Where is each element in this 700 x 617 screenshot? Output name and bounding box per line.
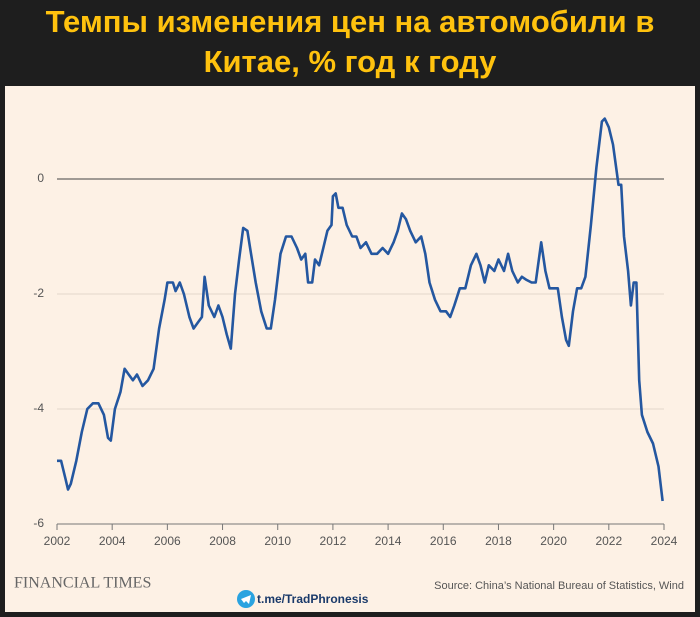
chart-title: Темпы изменения цен на автомобили в Кита… [45, 4, 655, 79]
x-tick-label: 2016 [430, 534, 457, 548]
y-tick-label: -6 [33, 516, 44, 530]
x-tick-label: 2022 [595, 534, 622, 548]
channel: t.me/TradPhronesis [257, 592, 369, 606]
y-tick-label: 0 [37, 171, 44, 185]
telegram-plane [241, 595, 251, 604]
publisher: FINANCIAL TIMES [14, 575, 151, 592]
y-tick-label: -4 [33, 401, 44, 415]
x-tick-label: 2014 [375, 534, 402, 548]
x-tick-label: 2008 [209, 534, 236, 548]
x-tick-label: 2006 [154, 534, 181, 548]
x-tick-label: 2018 [485, 534, 512, 548]
x-tick-label: 2002 [44, 534, 71, 548]
x-tick-label: 2004 [99, 534, 126, 548]
source: Source: China’s National Bureau of Stati… [434, 580, 684, 592]
x-tick-label: 2024 [651, 534, 678, 548]
x-tick-label: 2010 [264, 534, 291, 548]
data-line [57, 117, 664, 502]
x-tick-label: 2012 [320, 534, 347, 548]
y-tick-label: -2 [33, 286, 44, 300]
x-tick-label: 2020 [540, 534, 567, 548]
chart-panel [5, 86, 695, 612]
